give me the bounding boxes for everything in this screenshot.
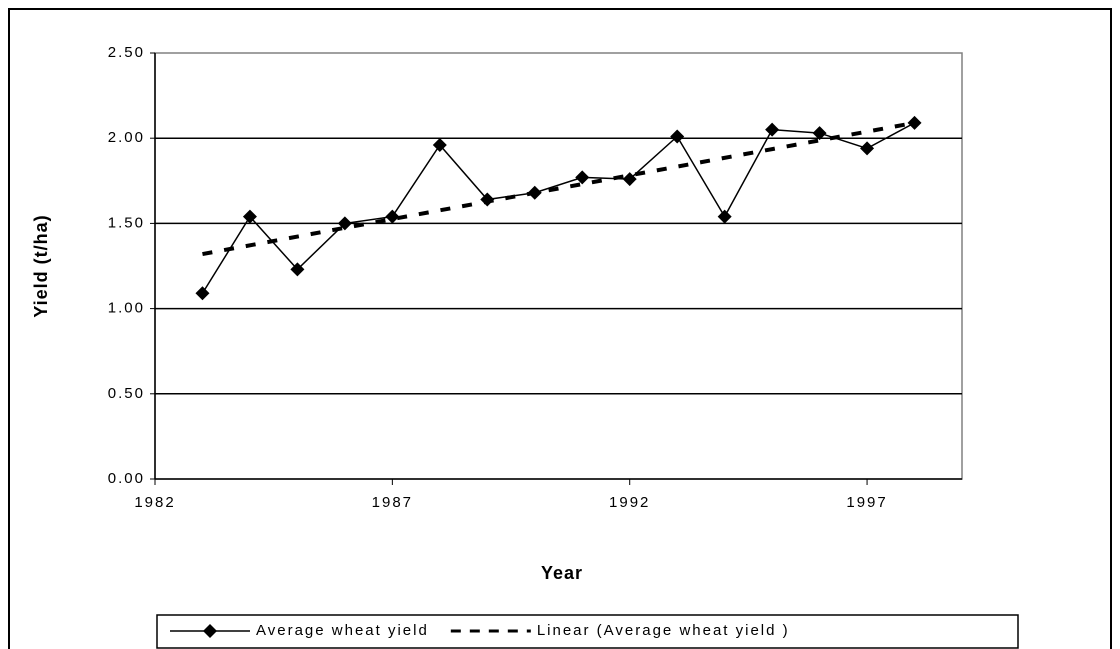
x-tick-label: 1992 <box>609 494 650 511</box>
x-axis-label: Year <box>541 563 583 583</box>
data-point <box>860 141 875 156</box>
y-tick-label: 2.50 <box>108 44 145 61</box>
y-tick-label: 2.00 <box>108 129 145 146</box>
x-tick-label: 1997 <box>846 494 887 511</box>
data-point <box>812 126 827 141</box>
x-tick-label: 1982 <box>134 494 175 511</box>
data-point <box>432 138 447 153</box>
legend-label: Average wheat yield <box>256 622 429 639</box>
trend-line <box>202 120 915 257</box>
data-point <box>385 209 400 224</box>
x-tick-label: 1987 <box>372 494 413 511</box>
series-line <box>201 122 915 294</box>
data-point <box>717 209 732 224</box>
data-point <box>670 129 685 144</box>
data-point <box>907 115 922 130</box>
plot-area <box>154 52 963 480</box>
legend-marker <box>203 624 217 638</box>
data-point <box>480 192 495 207</box>
data-point <box>765 122 780 137</box>
chart-border <box>8 8 1112 649</box>
y-tick-label: 1.50 <box>108 214 145 231</box>
y-tick-label: 1.00 <box>108 300 145 317</box>
y-tick-label: 0.00 <box>108 470 145 487</box>
data-point <box>575 170 590 185</box>
legend-label: Linear (Average wheat yield ) <box>537 622 790 639</box>
data-point <box>195 286 210 301</box>
data-point <box>622 172 637 187</box>
y-tick-label: 0.50 <box>108 385 145 402</box>
data-point <box>290 262 305 277</box>
y-axis-label: Yield (t/ha) <box>31 214 51 317</box>
legend-box <box>156 614 1019 649</box>
data-point <box>242 209 257 224</box>
